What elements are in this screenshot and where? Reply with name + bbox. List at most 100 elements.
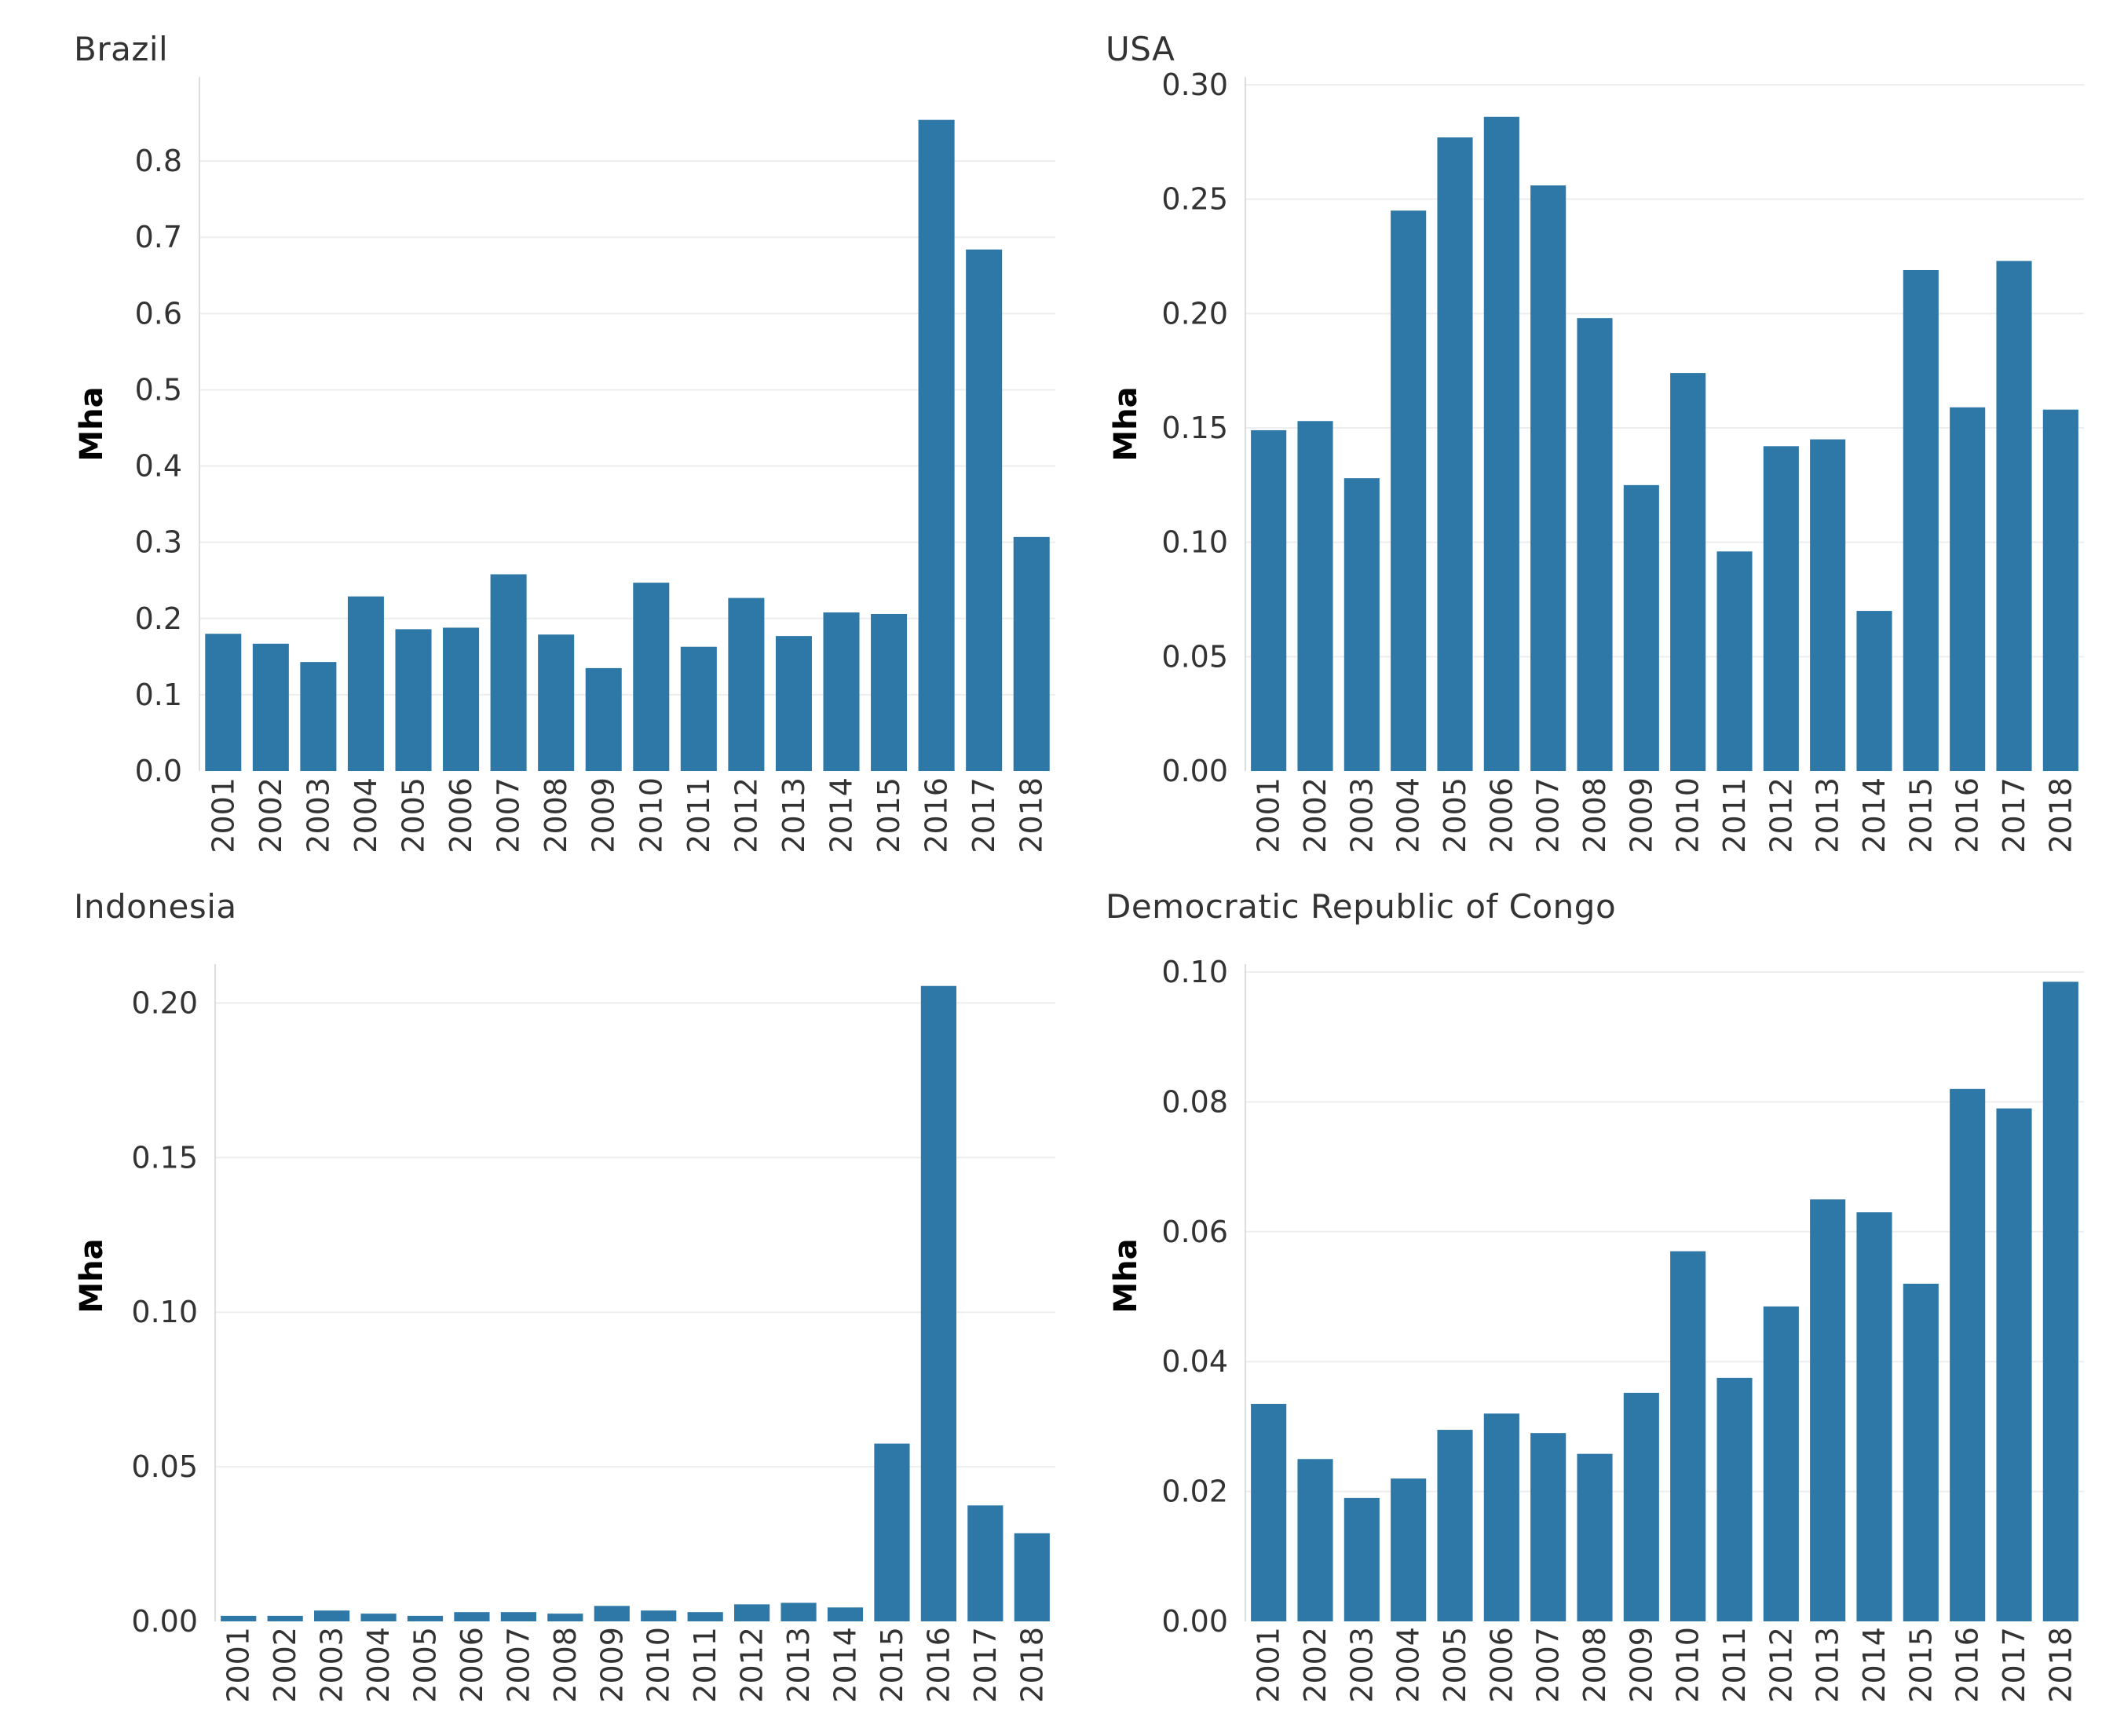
- bar: [1343, 478, 1380, 771]
- y-tick-label: 0.02: [1161, 1475, 1228, 1509]
- bar: [967, 1505, 1004, 1621]
- bar: [314, 1610, 350, 1621]
- x-tick-label: 2012: [1764, 1627, 1798, 1703]
- bar: [1996, 1108, 2032, 1621]
- x-tick-label: 2007: [1531, 777, 1566, 853]
- bar: [1716, 551, 1753, 771]
- bar: [360, 1614, 397, 1621]
- x-tick-label: 2017: [1997, 1627, 2031, 1703]
- y-tick-label: 0.06: [1161, 1215, 1228, 1249]
- x-tick-label: 2011: [688, 1627, 722, 1703]
- x-tick-label: 2010: [1671, 1627, 1705, 1703]
- y-axis-label: Mha: [1108, 386, 1144, 461]
- bar: [1437, 1430, 1473, 1621]
- bar: [1343, 1497, 1380, 1621]
- bar: [1950, 1088, 1986, 1621]
- x-tick-label: 2001: [1252, 1627, 1286, 1703]
- bar: [734, 1604, 770, 1621]
- y-tick-label: 0.15: [1161, 411, 1228, 445]
- x-tick-label: 2011: [1717, 1627, 1752, 1703]
- bar: [1251, 1403, 1287, 1621]
- bar: [2042, 981, 2078, 1621]
- x-tick-label: 2015: [872, 777, 906, 853]
- bar: [1950, 407, 1986, 771]
- chart-panel-usa: USA 0.00 0.05 0.10 0.15 0.20 0.25 0.30 Mha 2001 2…: [1062, 0, 2124, 868]
- bar: [1483, 1413, 1519, 1621]
- bar: [641, 1610, 677, 1621]
- bar: [1577, 318, 1613, 771]
- bar-chart-brazil: 0.0 0.1 0.2 0.3 0.4 0.5 0.6 0.7 0.8 Mha 2001 2002 20…: [74, 77, 1055, 853]
- x-tick-label: 2017: [1997, 777, 2031, 853]
- bar: [490, 574, 527, 771]
- chart-panel-drc: Democratic Republic of Congo 0.00 0.02 0.0…: [1062, 868, 2124, 1736]
- x-tick-label: 2012: [729, 777, 763, 853]
- bar: [1014, 1533, 1050, 1621]
- bar: [1530, 1433, 1566, 1621]
- bar: [205, 634, 242, 771]
- x-tick-label: 2002: [254, 777, 288, 853]
- y-tick-label: 0.00: [131, 1604, 198, 1639]
- y-tick-label: 0.08: [1161, 1084, 1228, 1119]
- bar: [1297, 421, 1333, 771]
- x-tick-label: 2013: [781, 1627, 816, 1703]
- x-tick-label: 2009: [1624, 1627, 1658, 1703]
- x-tick-label: 2003: [315, 1627, 349, 1703]
- bar: [1391, 210, 1427, 771]
- x-tick-label: 2017: [968, 1627, 1003, 1703]
- x-tick-label: 2010: [634, 777, 668, 853]
- x-tick-label: 2008: [1577, 1627, 1612, 1703]
- bar: [823, 612, 860, 771]
- bar: [775, 636, 812, 771]
- x-tick-label: 2003: [1344, 1627, 1379, 1703]
- x-tick-label: 2002: [268, 1627, 302, 1703]
- chart-title: Indonesia: [74, 887, 237, 926]
- x-tick-label: 2014: [824, 777, 859, 853]
- bar: [1623, 484, 1659, 771]
- bar: [1297, 1459, 1333, 1621]
- bar: [1013, 536, 1050, 771]
- x-tick-label: 2008: [1577, 777, 1612, 853]
- bar: [920, 985, 956, 1621]
- y-axis-label: Mha: [1108, 1238, 1144, 1313]
- x-tick-label: 2007: [492, 777, 526, 853]
- x-tick-label: 2001: [206, 777, 240, 853]
- bar: [687, 1612, 723, 1621]
- bar: [1623, 1392, 1659, 1621]
- y-tick-label: 0.05: [131, 1449, 198, 1484]
- y-tick-label: 0.20: [1161, 296, 1228, 331]
- x-tick-label: 2006: [1484, 777, 1519, 853]
- x-tick-label: 2004: [361, 1627, 396, 1703]
- x-tick-label: 2008: [548, 1627, 583, 1703]
- x-tick-label: 2006: [444, 777, 478, 853]
- x-tick-label: 2018: [1014, 777, 1049, 853]
- x-tick-label: 2018: [2043, 777, 2078, 853]
- bar: [252, 643, 289, 771]
- y-tick-label: 0.5: [135, 372, 182, 407]
- bar: [633, 583, 670, 771]
- bar: [1670, 1251, 1706, 1621]
- bar: [443, 627, 480, 771]
- bar-chart-drc: 0.00 0.02 0.04 0.06 0.08 0.10 Mha 2001 2002 2003 2…: [1108, 955, 2084, 1703]
- y-tick-label: 0.15: [131, 1140, 198, 1175]
- y-tick-label: 0.2: [135, 601, 182, 636]
- y-tick-label: 0.0: [135, 754, 182, 788]
- bar: [1530, 185, 1566, 772]
- bar: [1810, 439, 1846, 771]
- x-tick-label: 2016: [921, 1627, 956, 1703]
- x-tick-label: 2003: [1344, 777, 1379, 853]
- bar: [1716, 1377, 1753, 1621]
- y-tick-label: 0.10: [1161, 525, 1228, 560]
- x-tick-label: 2014: [828, 1627, 863, 1703]
- bar: [300, 662, 337, 771]
- bar-chart-usa: 0.00 0.05 0.10 0.15 0.20 0.25 0.30 Mha 2001 2002 2…: [1108, 68, 2084, 853]
- bar: [966, 249, 1003, 771]
- x-tick-label: 2013: [1811, 1627, 1845, 1703]
- x-tick-label: 2011: [1717, 777, 1752, 853]
- y-tick-label: 0.00: [1161, 1604, 1228, 1639]
- x-tick-label: 2015: [1903, 1627, 1938, 1703]
- bar: [500, 1612, 536, 1621]
- x-tick-label: 2016: [919, 777, 954, 853]
- bar: [1437, 137, 1473, 772]
- bar: [871, 613, 908, 771]
- x-tick-label: 2002: [1298, 777, 1333, 853]
